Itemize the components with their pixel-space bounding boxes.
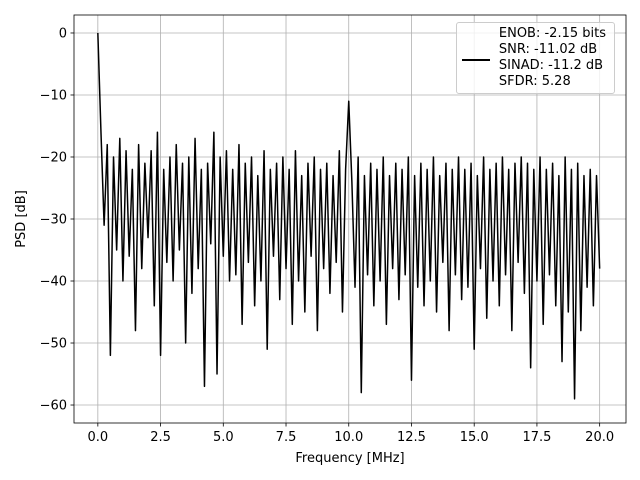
y-axis-label: PSD [dB]	[14, 190, 29, 248]
legend: ENOB: -2.15 bits SNR: -11.02 dB SINAD: -…	[455, 22, 615, 94]
x-tick-label: 2.5	[150, 430, 171, 445]
y-tick-label: −10	[40, 88, 67, 103]
legend-label: ENOB: -2.15 bits SNR: -11.02 dB SINAD: -…	[498, 26, 606, 89]
y-tick-label: −50	[40, 337, 67, 352]
y-tick-label: −60	[40, 399, 67, 414]
x-tick-label: 15.0	[460, 430, 489, 445]
y-tick-label: −40	[40, 275, 67, 290]
x-tick-label: 20.0	[585, 430, 614, 445]
y-tick-label: −20	[40, 150, 67, 165]
x-tick-label: 10.0	[334, 430, 363, 445]
x-tick-label: 7.5	[276, 430, 297, 445]
x-axis-label: Frequency [MHz]	[295, 451, 404, 466]
legend-swatch	[461, 59, 490, 61]
x-tick-label: 0.0	[87, 430, 108, 445]
plot-frame	[73, 14, 627, 424]
y-tick-label: −30	[40, 213, 67, 228]
y-tick-label: 0	[59, 26, 67, 41]
x-tick-label: 12.5	[397, 430, 426, 445]
psd-line	[97, 32, 601, 400]
x-tick-label: 5.0	[213, 430, 234, 445]
x-tick-label: 17.5	[522, 430, 551, 445]
